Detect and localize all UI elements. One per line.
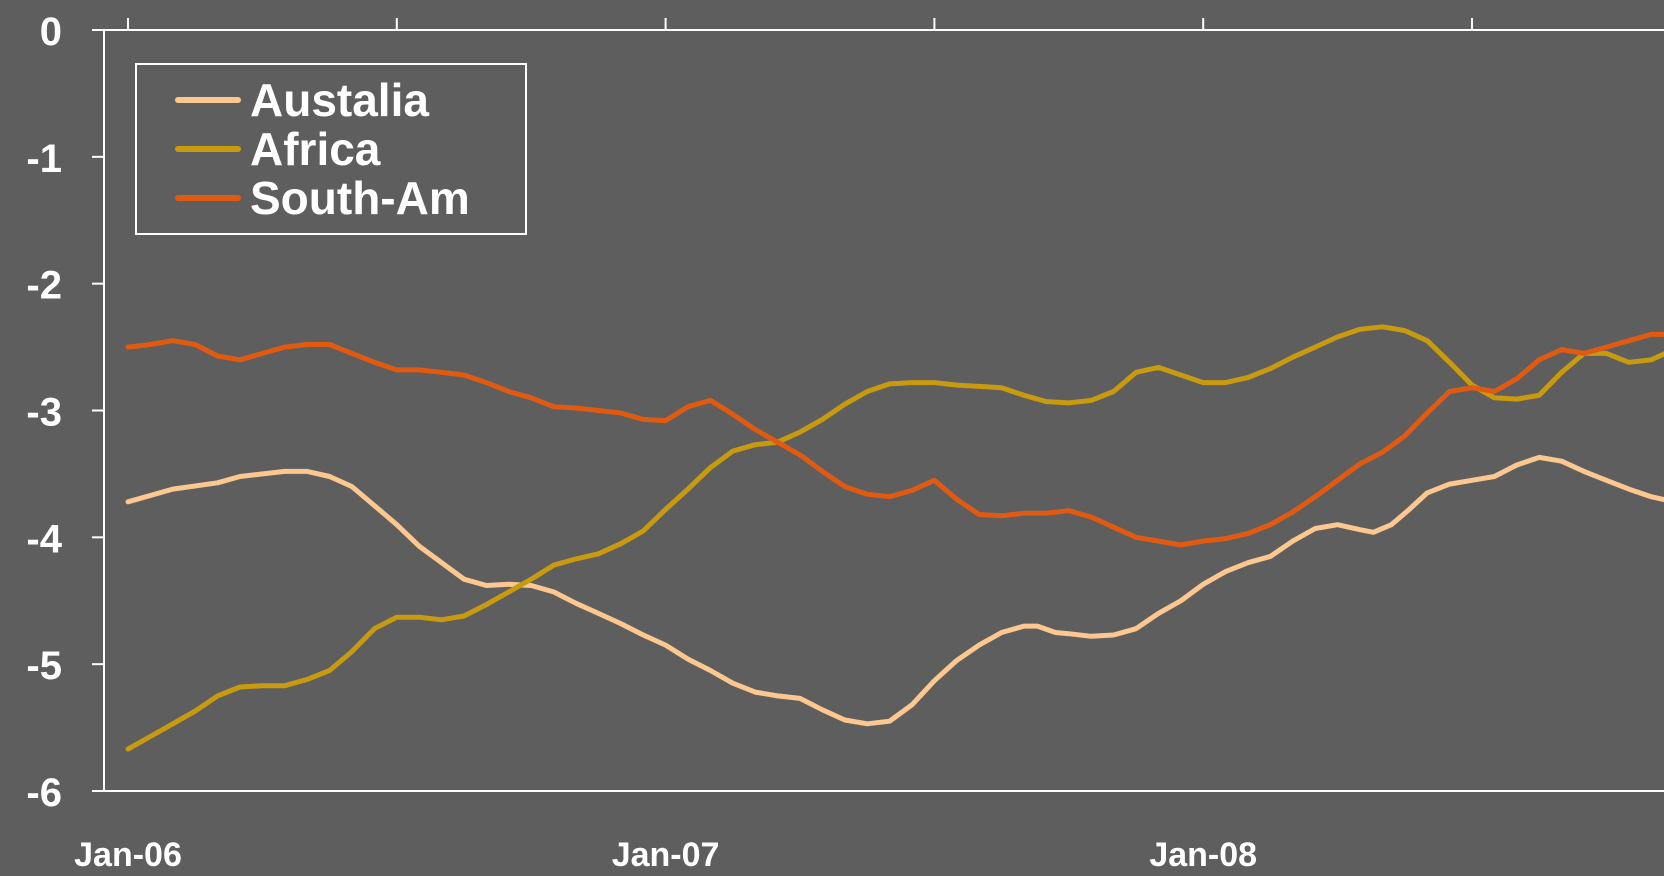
series-lines <box>125 324 1664 752</box>
legend-box <box>135 63 527 235</box>
series-line-africa <box>125 324 1664 752</box>
legend-label: Africa <box>250 123 381 175</box>
y-tick-label: -5 <box>26 644 62 688</box>
x-tick-label: Jan-07 <box>612 836 720 871</box>
axes: 0 -1 -2 -3 -4 -5 -6 Jan-06 Jan-07 Jan-08 <box>26 10 1664 874</box>
y-tick-label: -6 <box>26 771 62 815</box>
y-tick-label: 0 <box>40 10 62 54</box>
y-tick-label: -4 <box>26 517 62 561</box>
x-tick-label: Jan-06 <box>74 836 182 871</box>
y-tick-label: -2 <box>26 264 62 308</box>
series-line-south-am <box>125 331 1664 548</box>
x-tick-label: Jan-08 <box>1149 836 1257 871</box>
y-tick-label: -3 <box>26 391 62 435</box>
y-tick-label: -1 <box>26 137 62 181</box>
legend-label: South-Am <box>250 172 470 224</box>
series-line-austalia <box>125 454 1664 727</box>
legend-label: Austalia <box>250 74 429 126</box>
